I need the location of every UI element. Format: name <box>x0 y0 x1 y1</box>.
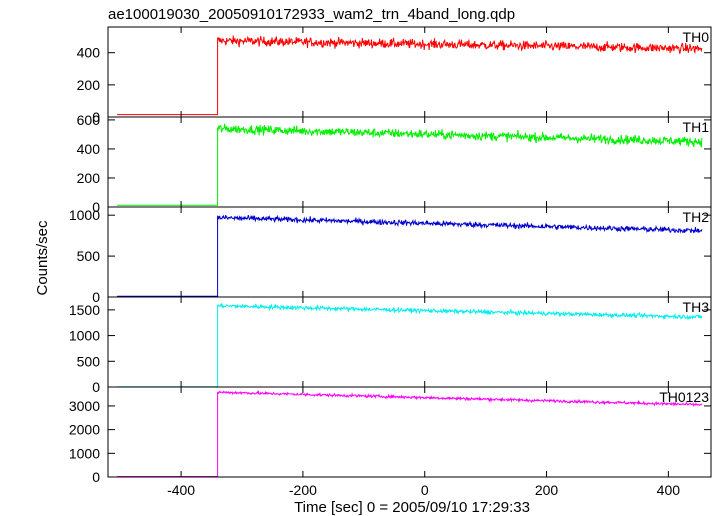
panels-group: 0 200 400 TH0 0 200 400 600 TH1 0 500 1000 TH2 0 500 10… <box>69 26 712 498</box>
x-tick-label: 0 <box>421 482 429 498</box>
y-tick-label: 1500 <box>69 302 100 318</box>
series-line-th0 <box>117 35 703 116</box>
panel-th3: 0 500 1000 1500 TH3 <box>69 296 712 395</box>
panel-th1: 0 200 400 600 TH1 <box>77 112 712 215</box>
x-tick-label: -200 <box>289 482 317 498</box>
x-tick-label: -400 <box>167 482 195 498</box>
panel-frame <box>107 116 712 208</box>
y-tick-label: 3000 <box>69 398 100 414</box>
panel-th0: 0 200 400 TH0 <box>77 26 712 125</box>
y-tick-label: 0 <box>92 289 100 305</box>
y-tick-label: 1000 <box>69 445 100 461</box>
y-tick-label: 1000 <box>69 328 100 344</box>
series-label: TH2 <box>683 209 710 225</box>
y-tick-label: 2000 <box>69 422 100 438</box>
y-tick-label: 0 <box>92 109 100 125</box>
x-tick-label: 200 <box>535 482 559 498</box>
series-label: TH3 <box>683 299 710 315</box>
series-line-th0123 <box>117 389 703 477</box>
panel-frame <box>107 386 712 478</box>
series-label: TH0123 <box>659 389 709 405</box>
y-tick-label: 200 <box>77 77 101 93</box>
y-tick-label: 0 <box>92 199 100 215</box>
y-tick-label: 500 <box>77 353 101 369</box>
y-tick-label: 400 <box>77 141 101 157</box>
x-axis-label: Time [sec] 0 = 2005/09/10 17:29:33 <box>294 499 530 516</box>
panel-frame <box>107 26 712 118</box>
y-tick-label: 500 <box>77 248 101 264</box>
series-line-th1 <box>117 123 703 206</box>
y-tick-label: 0 <box>92 469 100 485</box>
x-tick-label: 400 <box>657 482 681 498</box>
series-label: TH0 <box>683 29 710 45</box>
panel-th2: 0 500 1000 TH2 <box>69 206 712 305</box>
y-tick-label: 200 <box>77 170 101 186</box>
y-axis-label: Counts/sec <box>34 220 51 296</box>
series-label: TH1 <box>683 119 710 135</box>
y-tick-label: 1000 <box>69 207 100 223</box>
series-line-th3 <box>117 303 703 388</box>
y-tick-label: 600 <box>77 112 101 128</box>
panel-th0123: 0 1000 2000 3000 TH0123 <box>69 386 712 485</box>
series-line-th2 <box>117 214 703 297</box>
panel-frame <box>107 206 712 298</box>
chart-title: ae100019030_20050910172933_wam2_trn_4ban… <box>108 6 515 23</box>
y-tick-label: 0 <box>92 379 100 395</box>
y-tick-label: 400 <box>77 45 101 61</box>
